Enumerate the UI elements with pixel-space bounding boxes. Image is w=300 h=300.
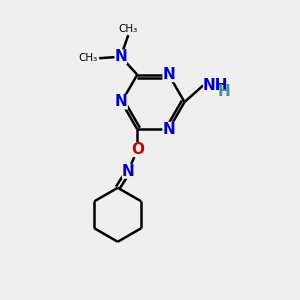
- Text: CH₃: CH₃: [118, 24, 138, 34]
- Text: CH₃: CH₃: [78, 53, 98, 63]
- Text: N: N: [162, 122, 175, 137]
- Text: O: O: [131, 142, 144, 157]
- Text: N: N: [114, 49, 127, 64]
- Text: N: N: [162, 67, 175, 82]
- Text: NH: NH: [203, 78, 229, 93]
- Text: N: N: [115, 94, 128, 110]
- Text: N: N: [122, 164, 135, 179]
- Text: H: H: [218, 84, 231, 99]
